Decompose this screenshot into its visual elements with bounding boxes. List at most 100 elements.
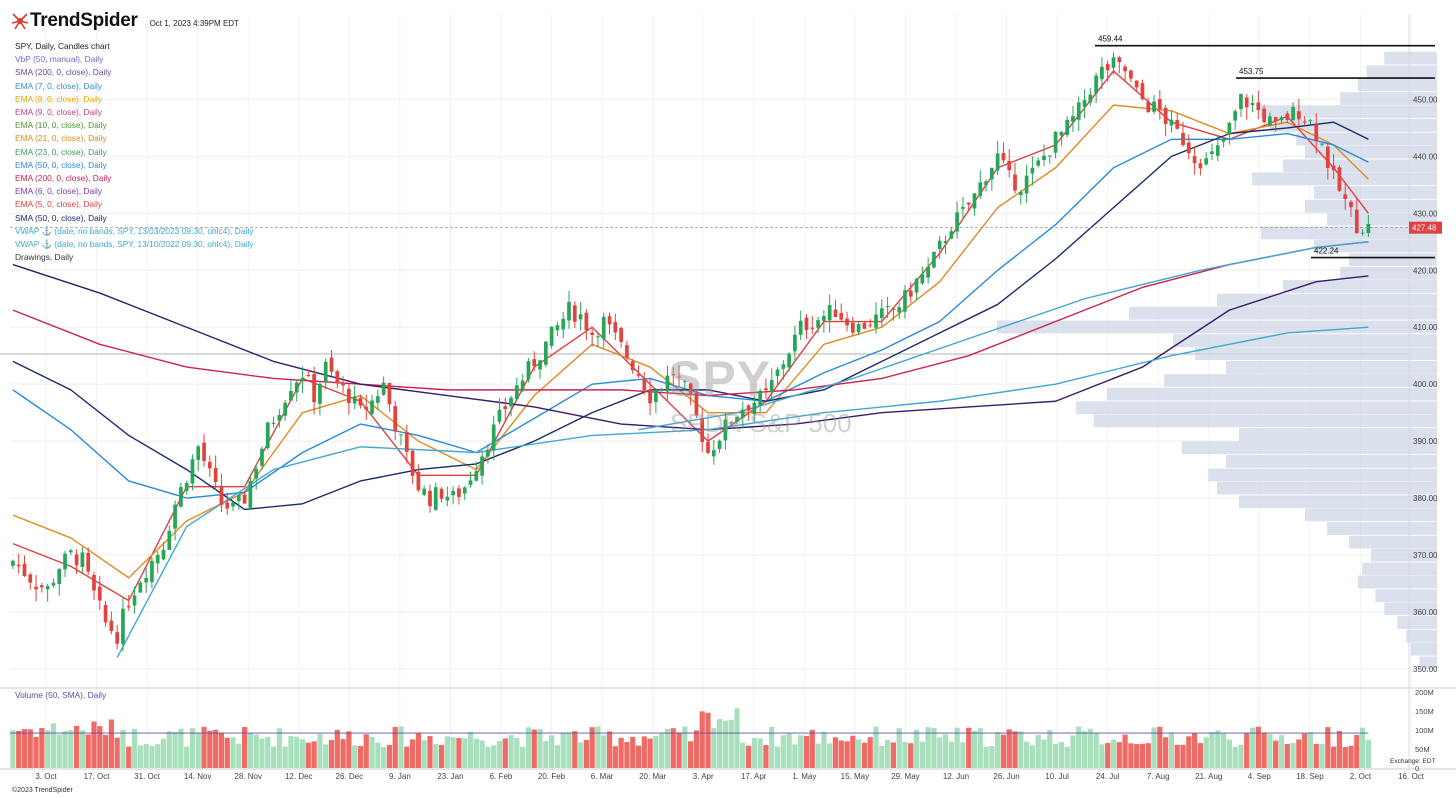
legend-item[interactable]: VbP (50, manual), Daily	[15, 54, 104, 65]
legend-item[interactable]: EMA (9, 0, close), Daily	[15, 107, 103, 118]
volume-bar	[1110, 739, 1117, 768]
volume-bar	[508, 735, 514, 768]
candle-body	[86, 552, 91, 572]
volume-bar	[305, 742, 311, 768]
price-tick-label: 370.00	[1413, 551, 1438, 560]
volume-bar	[201, 726, 207, 768]
candle-body	[121, 608, 125, 645]
candle-body	[428, 490, 432, 507]
candle-body	[294, 382, 299, 393]
volume-bar	[937, 737, 943, 768]
candle-body	[532, 359, 537, 367]
legend-item[interactable]: EMA (7, 0, close), Daily	[15, 80, 103, 91]
volume-profile-bin	[1252, 172, 1437, 186]
volume-bar	[97, 726, 103, 768]
volume-bar	[230, 737, 236, 768]
legend-item[interactable]: EMA (50, 0, close), Daily	[15, 159, 107, 170]
candle-body	[254, 468, 259, 479]
volume-bar	[676, 732, 682, 768]
candle-body	[793, 334, 797, 352]
candle-body	[1123, 66, 1127, 72]
volume-bar	[45, 730, 51, 768]
volume-bar	[1197, 743, 1204, 768]
candle-body	[1314, 124, 1319, 142]
price-level-label: 459.44	[1098, 35, 1123, 44]
candle-body	[1175, 119, 1180, 129]
volume-profile-bin	[1419, 656, 1437, 670]
volume-tick-label: 200M	[1415, 688, 1434, 697]
candle-body	[746, 405, 751, 411]
candle-body	[1152, 101, 1156, 112]
legend-item[interactable]: EMA (8, 0, close), Daily	[15, 93, 103, 104]
volume-bar	[288, 735, 294, 768]
volume-profile-bin	[1269, 118, 1437, 132]
candle-body	[132, 595, 137, 606]
volume-tick-label: 50M	[1415, 745, 1430, 754]
volume-bar	[838, 740, 844, 768]
volume-bar	[751, 738, 757, 768]
volume-bar	[525, 727, 532, 768]
legend-item[interactable]: EMA (5, 0, close), Daily	[15, 199, 103, 210]
candle-body	[1273, 117, 1278, 122]
legend-item[interactable]: EMA (10, 0, close), Daily	[15, 120, 107, 131]
candle-body	[920, 274, 925, 284]
volume-profile-bin	[1217, 293, 1437, 307]
legend-item[interactable]: Drawings, Daily	[15, 252, 74, 263]
candle-body	[74, 554, 79, 566]
volume-bar	[1145, 743, 1151, 768]
legend-item[interactable]: EMA (21, 0, close), Daily	[15, 133, 107, 144]
candle-body	[364, 406, 369, 410]
volume-bar	[653, 735, 659, 768]
volume-bar	[195, 733, 201, 768]
volume-bar	[601, 735, 607, 768]
copyright: ©2023 TrendSpider	[12, 787, 73, 794]
volume-bar	[1336, 731, 1343, 768]
candle-body	[1343, 194, 1348, 199]
legend-item[interactable]: VWAP ⚓ (date, no bands, SPY, 13/03/2023 …	[15, 225, 254, 236]
candle-body	[607, 316, 612, 325]
volume-bar	[259, 738, 265, 768]
volume-bar	[1191, 733, 1198, 768]
volume-bar	[1105, 742, 1111, 768]
volume-profile-bin	[1371, 548, 1437, 562]
candle-body	[717, 440, 722, 450]
volume-profile-bin	[1225, 454, 1437, 468]
legend-item[interactable]: VWAP ⚓ (date, no bands, SPY, 13/10/2022 …	[15, 239, 254, 250]
moving-average-line	[638, 241, 1369, 431]
legend-item[interactable]: SMA (50, 0, close), Daily	[15, 212, 107, 223]
candle-body	[833, 309, 838, 317]
volume-bar	[444, 736, 450, 768]
candle-body	[752, 402, 757, 415]
candle-body	[1279, 117, 1284, 121]
candle-body	[839, 312, 844, 320]
volume-bar	[659, 733, 665, 768]
candle-body	[891, 308, 896, 310]
volume-bar	[711, 728, 717, 768]
candle-body	[410, 450, 415, 476]
candle-body	[1071, 116, 1075, 122]
volume-profile-bin	[1406, 629, 1437, 643]
time-tick-label: 6. Feb	[490, 772, 513, 781]
candle-body	[561, 318, 566, 330]
volume-bar	[1284, 743, 1290, 768]
legend-item[interactable]: EMA (200, 0, close), Daily	[15, 173, 112, 184]
candle-body	[11, 560, 15, 566]
candle-body	[1221, 138, 1226, 142]
volume-bar	[815, 743, 821, 768]
candle-body	[798, 320, 803, 335]
candle-body	[654, 389, 658, 403]
legend-item[interactable]: SMA (200, 0, close), Daily	[15, 67, 112, 78]
price-tick-label: 350.00	[1413, 665, 1438, 674]
legend-item[interactable]: EMA (23, 0, close), Daily	[15, 146, 107, 157]
legend-item[interactable]: EMA (6, 0, close), Daily	[15, 186, 103, 197]
candle-body	[914, 279, 919, 293]
volume-bar	[827, 743, 833, 768]
volume-profile-bin	[1305, 508, 1437, 522]
volume-bar	[213, 729, 219, 768]
candle-body	[850, 322, 855, 333]
candle-body	[462, 487, 467, 494]
candle-body	[265, 422, 270, 449]
candle-body	[1181, 132, 1185, 146]
volume-bar	[328, 740, 335, 768]
